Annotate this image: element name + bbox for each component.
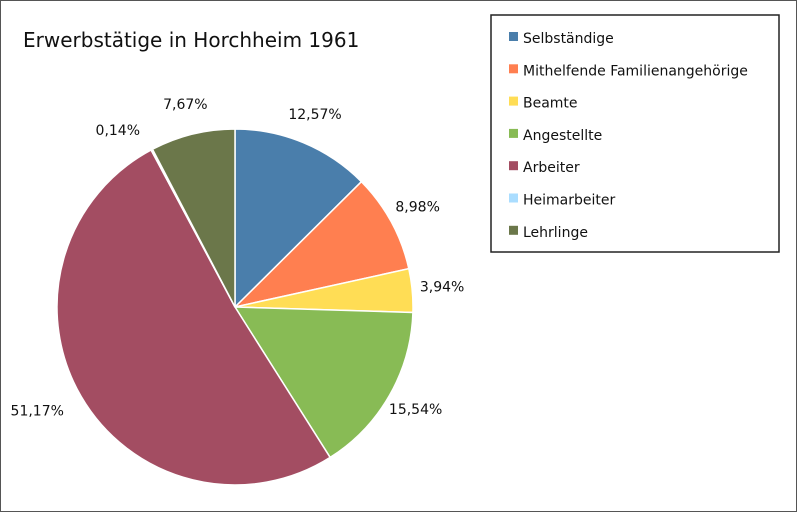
legend-swatch (509, 96, 518, 106)
slice-label: 3,94% (420, 280, 464, 296)
legend-entry: Heimarbeiter (523, 193, 615, 209)
legend-entry: Arbeiter (523, 160, 580, 176)
pie-slice-angestellte (233, 306, 414, 459)
legend-swatch (509, 64, 518, 74)
legend-entry: Beamte (523, 96, 578, 112)
pie-slice-lehrlinge (151, 128, 236, 308)
legend-entry: Angestellte (523, 128, 602, 144)
legend-swatch (509, 32, 518, 41)
legend-box (490, 14, 780, 253)
slice-label: 12,57% (288, 107, 341, 123)
slice-label: 51,17% (11, 404, 64, 420)
legend-entry: Mithelfende Familienangehörige (523, 63, 748, 79)
legend-swatch (509, 161, 518, 171)
legend-swatch (509, 193, 518, 203)
slice-label: 7,67% (163, 97, 207, 113)
pie-slice-selbst-ndige (234, 128, 363, 309)
legend-swatch (509, 225, 518, 235)
legend-entry: Lehrlinge (523, 225, 588, 241)
pie-slice-mithelfende-familienangeh-rige (232, 180, 410, 309)
slice-label: 0,14% (96, 123, 140, 139)
pie-slice-arbeiter (56, 148, 332, 486)
legend-swatch (509, 128, 518, 138)
slice-label: 8,98% (395, 199, 439, 215)
slice-label: 15,54% (389, 402, 442, 418)
legend-entry: Selbständige (523, 31, 614, 47)
chart-title: Erwerbstätige in Horchheim 1961 (23, 28, 359, 52)
